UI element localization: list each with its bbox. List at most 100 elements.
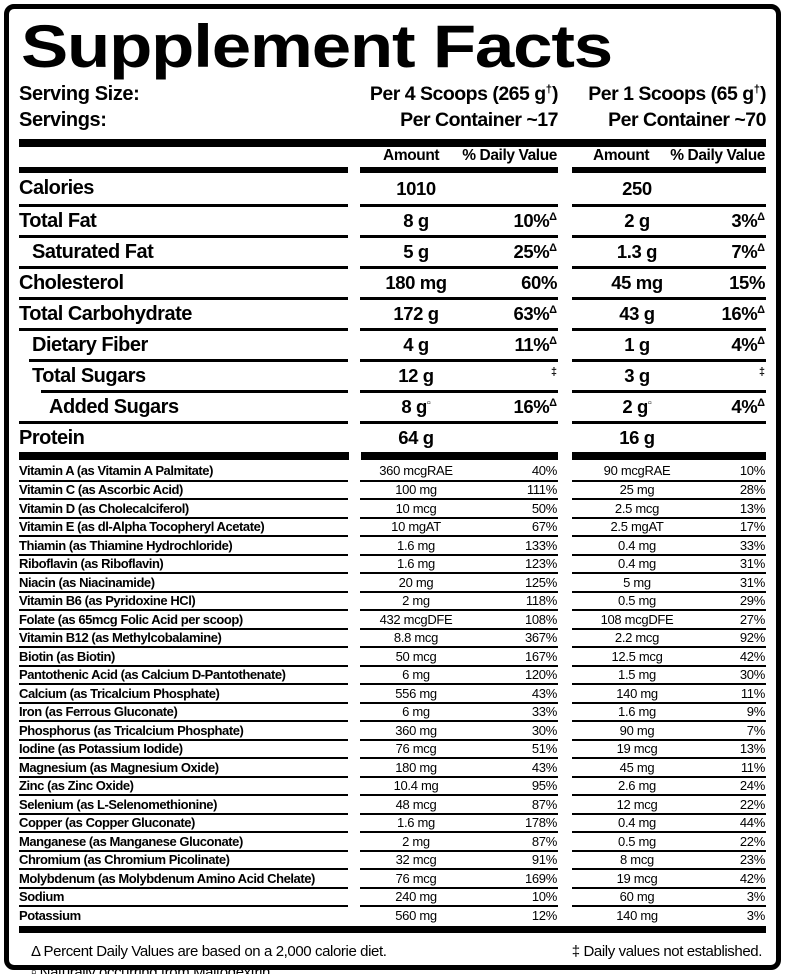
divider-bar-thick: [19, 139, 766, 147]
col2-values: 12.5 mcg 42%: [572, 646, 766, 665]
col1-values: 172 g 63%Δ: [360, 297, 558, 328]
amount-value: 25 mg: [619, 482, 655, 498]
daily-value: 30%: [531, 722, 557, 738]
table-row: Copper (as Copper Gluconate) 1.6 mg 178% 0.…: [19, 812, 766, 832]
nutrient-label: Copper (as Copper Gluconate): [19, 812, 348, 832]
amount-value: 100 mg: [395, 482, 437, 498]
table-row: Manganese (as Manganese Gluconate) 2 mg 87…: [19, 831, 766, 850]
column-gap: [558, 452, 572, 460]
col1-values: 64 g: [360, 421, 558, 452]
col1-values: 8 g▫ 16%Δ: [360, 390, 558, 421]
label-frame: Supplement Facts Serving Size: Per 4 Sco…: [4, 4, 781, 974]
daily-value: 29%: [739, 593, 765, 609]
column-gap: [348, 204, 360, 235]
amount-value: 140 mg: [616, 685, 658, 701]
amount-value: 2 g: [624, 210, 650, 231]
daily-value: 16%Δ: [513, 396, 557, 417]
col1-values: 1.6 mg 123%: [360, 553, 558, 573]
micronutrient-table: Vitamin A (as Vitamin A Palmitate) 360 mc…: [19, 461, 766, 924]
servings-col1: Per Container ~17: [400, 109, 558, 131]
amount-value: 10.4 mg: [393, 778, 439, 794]
column-gap: [558, 498, 572, 517]
col2-values: 2.2 mcg 92%: [572, 627, 766, 647]
col2-values: 2 g▫ 4%Δ: [572, 390, 766, 421]
macronutrient-table: Calories 1010 250 Total Fat 8 g 10%Δ 2 g 3%Δ Sat…: [19, 173, 766, 452]
table-row: Folate (as 65mcg Folic Acid per scoop) 43…: [19, 609, 766, 628]
daily-value: 22%: [739, 833, 765, 849]
daily-value: 44%: [739, 815, 765, 831]
daily-value: 3%: [746, 889, 766, 905]
daily-value: 31%: [739, 556, 765, 572]
daily-value: 125%: [524, 574, 557, 590]
amount-value: 250: [622, 177, 652, 199]
divider-bar-segmented: [19, 452, 766, 460]
amount-value: 10 mcg: [395, 500, 437, 516]
column-gap: [558, 905, 572, 924]
daily-value: 367%: [524, 630, 557, 646]
amount-value: 556 mg: [395, 685, 437, 701]
amount-value: 32 mcg: [395, 852, 437, 868]
divider-segment: [572, 452, 766, 460]
table-row: Total Fat 8 g 10%Δ 2 g 3%Δ: [19, 204, 766, 235]
column-gap: [348, 887, 360, 906]
column-gap: [348, 421, 360, 452]
col1-values: 1.6 mg 133%: [360, 535, 558, 554]
nutrient-label: Riboflavin (as Riboflavin): [19, 553, 348, 573]
daily-value: 13%: [739, 741, 765, 757]
column-gap: [558, 390, 572, 421]
naturally-occurring-footnote: ▫ Naturally occurring from Maltodextrin.: [31, 963, 274, 974]
column-gap: [348, 480, 360, 499]
nutrient-label: Iron (as Ferrous Gluconate): [19, 701, 348, 721]
col1-values: 4 g 11%Δ: [360, 328, 558, 359]
col2-values: 140 mg 3%: [572, 905, 766, 924]
col1-values: 360 mg 30%: [360, 720, 558, 739]
nutrient-label: Iodine (as Potassium Iodide): [19, 738, 348, 758]
amount-value: 90 mg: [619, 722, 655, 738]
nutrient-label: Vitamin C (as Ascorbic Acid): [19, 479, 348, 499]
col1-values: 432 mcgDFE 108%: [360, 609, 558, 628]
amount-value: 1.3 g: [616, 241, 658, 262]
daily-value: 167%: [524, 648, 557, 664]
daily-value: 40%: [531, 462, 557, 478]
servings-row: Servings: Per Container ~17 Per Containe…: [19, 109, 767, 135]
table-row: Magnesium (as Magnesium Oxide) 180 mg 43% 4…: [19, 757, 766, 776]
column-gap: [348, 646, 360, 665]
col2-values: 25 mg 28%: [572, 479, 766, 499]
col1-values: 8 g 10%Δ: [360, 204, 558, 235]
amount-value: 172 g: [393, 303, 439, 324]
nutrient-label: Selenium (as L-Selenomethionine): [19, 794, 348, 813]
column-gap: [348, 517, 360, 536]
amount-header: Amount: [383, 147, 440, 164]
col1-values: 10 mgAT 67%: [360, 516, 558, 536]
nutrient-label: Calcium (as Tricalcium Phosphate): [19, 683, 348, 702]
daily-value: 17%: [739, 519, 765, 535]
amount-value: 45 mg: [611, 272, 663, 293]
daily-value: 42%: [739, 648, 765, 664]
nutrient-label: Dietary Fiber: [19, 328, 348, 359]
column-gap: [558, 480, 572, 499]
column-gap: [348, 328, 360, 359]
column-gap: [348, 535, 360, 554]
col2-values: 60 mg 3%: [572, 886, 766, 906]
amount-value: 2 mg: [402, 593, 430, 609]
table-row: Vitamin B12 (as Methylcobalamine) 8.8 mcg…: [19, 627, 766, 647]
daily-value: 92%: [739, 630, 765, 646]
nutrient-label: Total Fat: [19, 204, 348, 235]
daily-value: 51%: [531, 741, 557, 757]
column-gap: [348, 390, 360, 421]
column-gap: [558, 868, 572, 887]
amount-value: 48 mcg: [395, 796, 437, 812]
column-gap: [348, 794, 360, 813]
column-gap: [348, 173, 360, 204]
column-gap: [348, 498, 360, 517]
nutrient-label: Zinc (as Zinc Oxide): [19, 775, 348, 795]
column-gap: [348, 461, 360, 480]
amount-value: 360 mg: [395, 722, 437, 738]
col2-values: 2.5 mcg 13%: [572, 498, 766, 517]
column-gap: [558, 266, 572, 297]
table-row: Selenium (as L-Selenomethionine) 48 mcg 87…: [19, 794, 766, 813]
column-gap: [558, 554, 572, 573]
daily-value: 3%Δ: [731, 210, 765, 231]
daily-value: 108%: [524, 611, 557, 627]
nutrient-label: Folate (as 65mcg Folic Acid per scoop): [19, 609, 348, 628]
